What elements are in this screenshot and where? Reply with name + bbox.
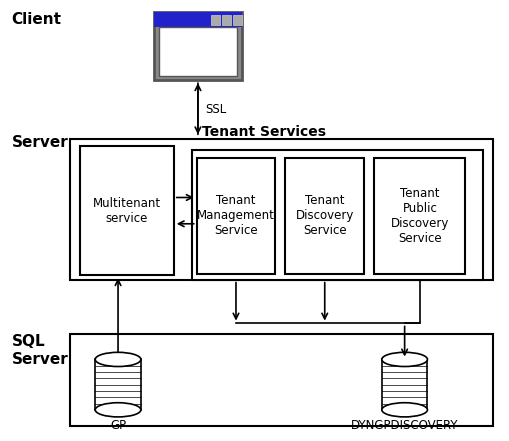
Bar [374, 158, 465, 274]
Bar [191, 150, 483, 280]
Bar [80, 146, 174, 275]
Ellipse shape [381, 403, 427, 417]
Ellipse shape [95, 403, 140, 417]
Text: DYNGPDISCOVERY: DYNGPDISCOVERY [350, 419, 458, 432]
Bar [233, 15, 241, 25]
Bar [70, 334, 492, 426]
Bar [211, 15, 220, 25]
Bar [196, 158, 275, 274]
Bar [159, 27, 237, 76]
Ellipse shape [381, 352, 427, 366]
Bar [95, 359, 140, 410]
Bar [381, 359, 427, 410]
Bar [285, 158, 363, 274]
Text: Tenant
Management
Service: Tenant Management Service [196, 194, 274, 237]
Text: SSL: SSL [205, 103, 227, 116]
Text: Tenant
Public
Discovery
Service: Tenant Public Discovery Service [390, 187, 448, 245]
Ellipse shape [95, 352, 140, 366]
Text: Client: Client [12, 12, 62, 27]
Text: SQL
Server: SQL Server [12, 334, 68, 367]
Bar [153, 12, 242, 80]
Bar [70, 139, 492, 280]
Text: Tenant Services: Tenant Services [202, 125, 325, 139]
Text: Tenant
Discovery
Service: Tenant Discovery Service [295, 194, 353, 237]
Text: GP: GP [110, 419, 126, 432]
Text: Server: Server [12, 135, 68, 150]
Bar [222, 15, 231, 25]
Bar [153, 12, 242, 27]
Text: Multitenant
service: Multitenant service [93, 197, 161, 224]
